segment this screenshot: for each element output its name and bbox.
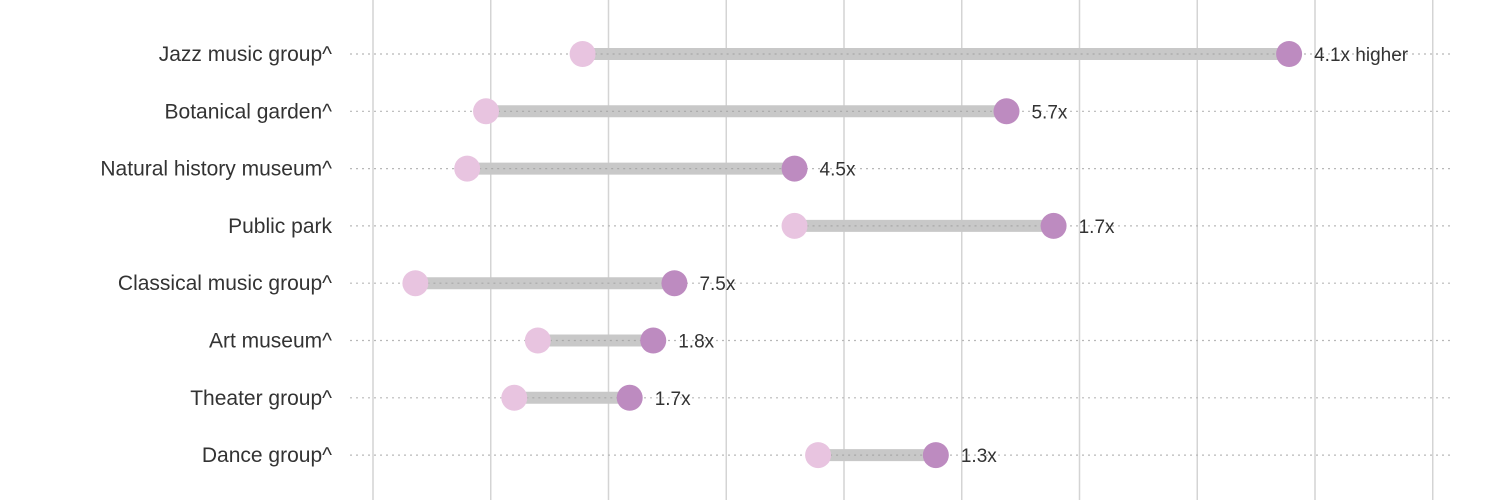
low-value-dot: [524, 327, 551, 354]
high-value-dot: [1040, 212, 1067, 239]
chart-row: Jazz music group^ 4.1x higher: [159, 41, 1450, 67]
ratio-label: 1.8x: [678, 332, 714, 353]
low-value-dot: [501, 384, 528, 411]
high-value-dot: [1276, 41, 1303, 67]
ratio-label: 5.7x: [1031, 102, 1067, 123]
high-value-dot: [640, 327, 667, 354]
low-value-dot: [805, 442, 832, 469]
chart-row: Dance group^ 1.3x: [202, 442, 1450, 469]
ratio-label: 7.5x: [699, 274, 735, 295]
high-value-dot: [661, 270, 688, 297]
chart-row: Theater group^ 1.7x: [190, 384, 1450, 411]
category-label: Art museum^: [209, 330, 332, 353]
x-tick-label: 0%: [359, 0, 387, 3]
category-label: Botanical garden^: [165, 100, 333, 123]
x-tick-label: 5%: [477, 0, 505, 3]
chart-row: Botanical garden^ 5.7x: [165, 98, 1450, 125]
low-value-dot: [569, 41, 596, 67]
category-label: Public park: [228, 215, 332, 238]
ratio-label: 1.7x: [655, 389, 691, 410]
chart-row: Classical music group^ 7.5x: [118, 270, 1450, 297]
low-value-dot: [473, 98, 500, 125]
category-label: Dance group^: [202, 444, 332, 467]
gridlines: [372, 0, 1434, 500]
x-tick-label: 20%: [825, 0, 863, 3]
high-value-dot: [922, 442, 949, 469]
high-value-dot: [616, 384, 643, 411]
ratio-label: 1.3x: [961, 446, 997, 467]
high-value-dot: [781, 155, 808, 182]
low-value-dot: [781, 212, 808, 239]
low-value-dot: [454, 155, 481, 182]
chart-row: Public park 1.7x: [228, 212, 1450, 239]
x-tick-label: 40%: [1296, 0, 1334, 3]
x-tick-label: 45%: [1414, 0, 1452, 3]
x-tick-label: 35%: [1178, 0, 1216, 3]
x-tick-label: 10%: [589, 0, 627, 3]
category-label: Natural history museum^: [100, 158, 332, 181]
category-label: Theater group^: [190, 387, 332, 410]
x-tick-labels: 0% 5% 10% 15% 20% 25% 30% 35% 40% 45%: [359, 0, 1452, 3]
ratio-label: 1.7x: [1079, 217, 1115, 238]
ratio-label: 4.5x: [820, 160, 856, 181]
x-tick-label: 25%: [943, 0, 981, 3]
x-tick-label: 15%: [707, 0, 745, 3]
x-tick-label: 30%: [1060, 0, 1098, 3]
category-label: Classical music group^: [118, 272, 332, 295]
low-value-dot: [402, 270, 429, 297]
ratio-label: 4.1x higher: [1314, 45, 1409, 66]
chart-row: Art museum^ 1.8x: [209, 327, 1450, 354]
chart-rows: Jazz music group^ 4.1x higher Botanical ga…: [100, 41, 1450, 469]
high-value-dot: [993, 98, 1020, 125]
chart-row: Natural history museum^ 4.5x: [100, 155, 1450, 182]
category-label: Jazz music group^: [159, 43, 332, 66]
